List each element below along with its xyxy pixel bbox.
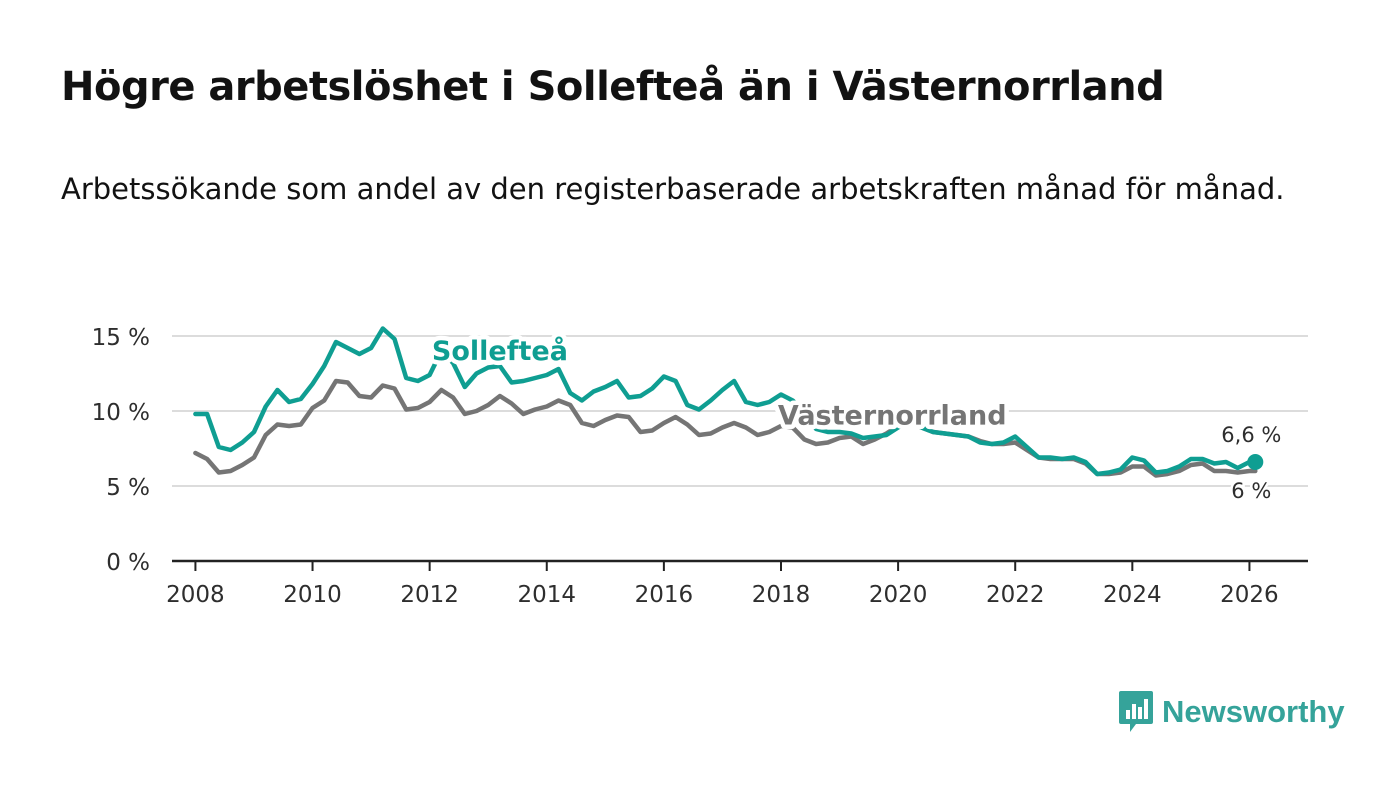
x-tick-label: 2008 [166,582,225,608]
labels: 6,6 % 6 % Sollefteå Västernorrland [427,331,1283,506]
newsworthy-brand[interactable]: Newsworthy [1118,690,1345,734]
x-tick-label: 2012 [400,582,459,608]
series-lines [193,326,1258,478]
x-tick-label: 2014 [517,582,576,608]
axes: 0 % 5 % 10 % 15 % 2008 2010 2012 2014 2016 2018 20… [92,325,1308,608]
newsworthy-logo-icon [1119,691,1153,732]
end-value-label: 6,6 % [1221,423,1281,447]
x-tick-label: 2020 [869,582,928,608]
brand-name: Newsworthy [1162,694,1345,729]
x-tick-label: 2022 [986,582,1045,608]
end-value-label: 6 % [1231,479,1271,503]
series-line-sollefteå [193,326,1258,477]
x-tick-label: 2010 [283,582,342,608]
series-line-västernorrland [193,378,1258,478]
y-tick-label: 0 % [106,550,150,576]
series-annotation: Sollefteå [432,335,568,367]
y-tick-label: 15 % [92,325,150,351]
chart-title: Högre arbetslöshet i Sollefteå än i Väst… [61,64,1165,110]
series-annotation: Västernorrland [778,401,1007,432]
x-tick-label: 2018 [752,582,811,608]
x-tick-label: 2016 [635,582,694,608]
chart-subtitle: Arbetssökande som andel av den registerb… [61,172,1285,206]
x-tick-label: 2026 [1220,582,1279,608]
x-tick-label: 2024 [1103,582,1162,608]
end-marker-sollefteå [1247,454,1264,470]
gridlines [172,335,1308,487]
y-tick-label: 10 % [92,400,150,426]
y-tick-label: 5 % [106,475,150,501]
